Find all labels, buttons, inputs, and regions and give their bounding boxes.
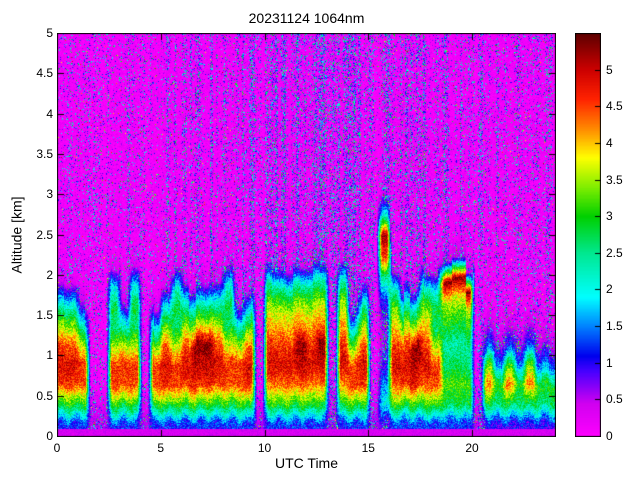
colorbar-tick-label: 1.5 — [606, 319, 623, 334]
y-tick-label: 1.5 — [36, 308, 53, 323]
chart-title: 20231124 1064nm — [248, 10, 365, 26]
colorbar-tick-label: 2 — [606, 282, 613, 297]
colorbar-tick-label: 2.5 — [606, 245, 623, 260]
colorbar-tick-label: 3.5 — [606, 172, 623, 187]
y-tick-label: 4 — [46, 106, 53, 121]
x-axis-label: UTC Time — [275, 455, 338, 471]
x-tick-label: 20 — [465, 441, 479, 455]
colorbar-tick-label: 4 — [606, 135, 613, 150]
colorbar-tick-label: 1 — [606, 355, 613, 370]
colorbar-tick-label: 4.5 — [606, 99, 623, 114]
colorbar-tick-label: 0 — [606, 429, 613, 443]
x-tick-label: 15 — [361, 441, 375, 455]
colorbar-tick-label: 5 — [606, 62, 613, 77]
y-tick-label: 2 — [46, 267, 53, 282]
y-tick-label: 4.5 — [36, 66, 53, 81]
colorbar-tick-label: 0.5 — [606, 392, 623, 407]
y-tick-label: 0.5 — [36, 388, 53, 403]
x-tick-label: 10 — [257, 441, 272, 455]
y-tick-label: 3 — [46, 187, 53, 202]
heatmap-plot-canvas — [57, 33, 556, 437]
x-tick-label: 0 — [53, 441, 61, 455]
y-tick-label: 1 — [46, 348, 53, 363]
colorbar-tick-label: 3 — [606, 209, 613, 224]
x-tick-label: 5 — [157, 441, 165, 455]
y-tick-label: 5 — [46, 26, 53, 40]
y-tick-label: 3.5 — [36, 146, 53, 161]
colorbar-canvas — [575, 33, 601, 437]
y-tick-label: 2.5 — [36, 227, 53, 242]
y-tick-label: 0 — [46, 429, 53, 443]
